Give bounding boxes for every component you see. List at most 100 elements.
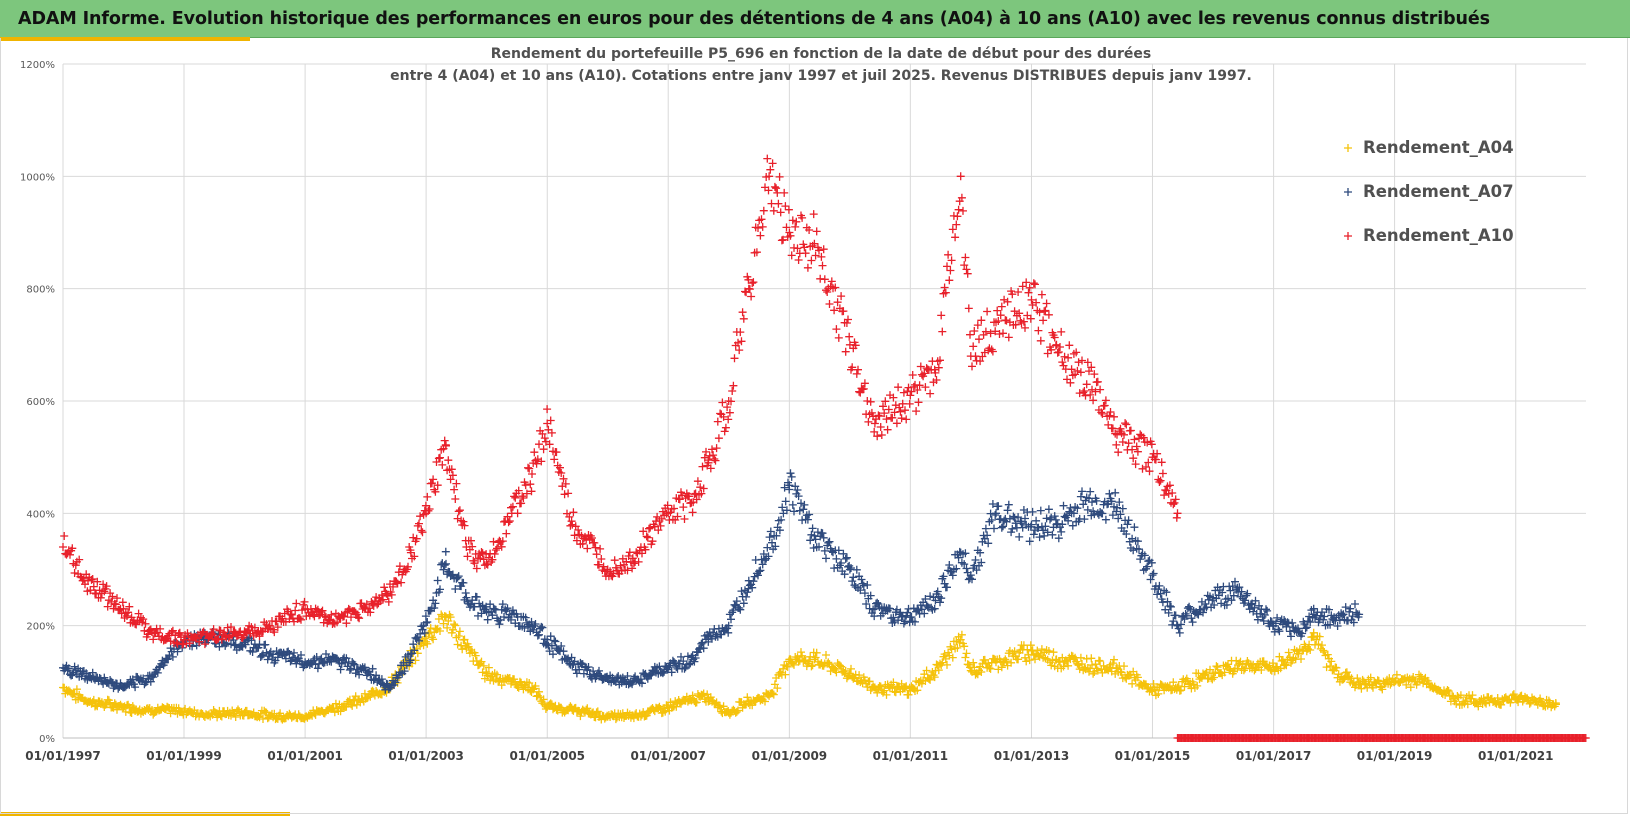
scatter-point	[1120, 430, 1128, 439]
scatter-point	[381, 685, 390, 694]
scatter-point	[1316, 611, 1325, 620]
scatter-point	[960, 642, 969, 651]
scatter-point	[775, 172, 784, 181]
scatter-point	[736, 605, 745, 614]
scatter-point	[714, 434, 723, 443]
scatter-point	[840, 570, 849, 579]
scatter-point	[1107, 497, 1116, 506]
scatter-point	[1325, 605, 1333, 614]
scatter-point	[792, 217, 801, 226]
scatter-point	[1344, 616, 1352, 625]
scatter-point	[677, 652, 685, 661]
scatter-point	[533, 631, 542, 640]
scatter-point	[1024, 288, 1033, 297]
scatter-point	[1111, 488, 1120, 497]
scatter-point	[1064, 516, 1073, 525]
scatter-point	[1306, 618, 1315, 627]
scatter-point	[1032, 516, 1041, 525]
scatter-point	[1374, 676, 1383, 685]
scatter-point	[691, 654, 700, 662]
scatter-point	[787, 472, 796, 481]
scatter-point	[292, 599, 301, 608]
scatter-point	[812, 227, 821, 236]
scatter-point	[798, 213, 807, 222]
x-tick-label: 01/01/2021	[1478, 749, 1554, 763]
scatter-point	[1153, 590, 1162, 599]
y-tick-label: 1200%	[20, 60, 55, 71]
scatter-point	[763, 543, 772, 552]
scatter-point	[310, 612, 319, 621]
scatter-point	[595, 560, 603, 569]
scatter-point	[884, 405, 893, 414]
scatter-point	[1165, 602, 1174, 610]
scatter-point	[940, 283, 949, 292]
scatter-point	[723, 624, 732, 633]
scatter-point	[662, 701, 671, 710]
scatter-point	[1193, 681, 1202, 690]
scatter-point	[754, 571, 762, 580]
scatter-point	[597, 555, 606, 563]
scatter-point	[331, 699, 340, 708]
scatter-point	[833, 298, 842, 307]
scatter-point	[1327, 657, 1336, 666]
scatter-point	[89, 582, 98, 591]
scatter-point	[1143, 562, 1152, 571]
scatter-point	[1118, 504, 1127, 513]
scatter-point	[749, 577, 758, 586]
scatter-point	[1523, 694, 1532, 703]
scatter-point	[811, 535, 820, 544]
scatter-point	[784, 205, 793, 214]
scatter-point	[519, 494, 528, 502]
scatter-point	[406, 546, 415, 555]
accent-bar-left	[0, 37, 250, 41]
scatter-point	[1154, 689, 1163, 698]
scatter-point	[126, 708, 135, 717]
scatter-point	[963, 269, 972, 278]
scatter-point	[229, 636, 238, 644]
scatter-point	[1051, 515, 1060, 524]
scatter-point	[1040, 531, 1049, 540]
scatter-point	[1147, 558, 1156, 567]
scatter-point	[801, 249, 810, 258]
scatter-point	[1212, 662, 1221, 671]
scatter-point	[709, 451, 718, 460]
scatter-point	[70, 662, 79, 671]
scatter-point	[803, 263, 812, 272]
scatter-point	[685, 660, 694, 669]
scatter-point	[1090, 510, 1099, 519]
scatter-point	[1369, 683, 1377, 692]
scatter-point	[616, 561, 625, 570]
scatter-point	[549, 650, 557, 659]
scatter-point	[781, 670, 790, 679]
scatter-point	[815, 542, 823, 551]
scatter-point	[758, 560, 767, 569]
scatter-point	[780, 483, 789, 492]
scatter-point	[318, 606, 327, 615]
scatter-point	[690, 490, 699, 499]
scatter-point	[511, 493, 520, 502]
scatter-point	[454, 572, 463, 581]
scatter-point	[623, 566, 632, 575]
scatter-point	[825, 537, 834, 546]
scatter-point	[248, 648, 257, 656]
scatter-point	[938, 658, 947, 667]
scatter-point	[937, 594, 946, 603]
scatter-point	[688, 508, 697, 517]
scatter-point	[421, 637, 430, 646]
scatter-point	[807, 256, 816, 265]
scatter-point	[590, 538, 599, 547]
scatter-point	[1063, 375, 1071, 384]
scatter-point	[214, 634, 223, 643]
scatter-point	[882, 690, 891, 699]
scatter-point	[490, 550, 499, 558]
scatter-point	[60, 532, 69, 540]
scatter-point	[384, 597, 393, 606]
scatter-point	[539, 695, 548, 704]
scatter-point	[739, 314, 748, 323]
y-tick-label: 600%	[26, 397, 55, 408]
scatter-point	[1081, 391, 1090, 400]
scatter-point	[1083, 358, 1092, 367]
scatter-point	[317, 654, 326, 663]
scatter-point	[666, 698, 675, 707]
scatter-point	[178, 640, 187, 649]
